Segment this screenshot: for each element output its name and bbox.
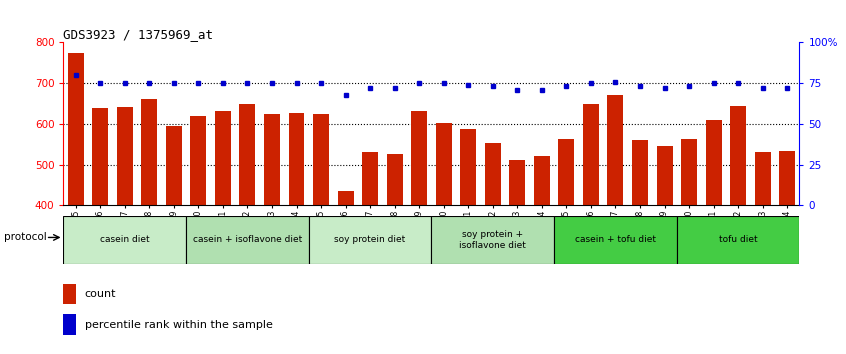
Bar [681, 139, 697, 354]
Bar [632, 140, 648, 354]
Bar [436, 123, 452, 354]
Text: percentile rank within the sample: percentile rank within the sample [85, 320, 272, 330]
Bar [362, 152, 378, 354]
Text: soy protein diet: soy protein diet [334, 235, 406, 244]
Text: count: count [85, 289, 116, 299]
Bar [141, 99, 157, 354]
Bar [706, 120, 722, 354]
Bar [509, 160, 525, 354]
Bar [63, 216, 186, 264]
Text: casein + tofu diet: casein + tofu diet [575, 235, 656, 244]
Bar [534, 156, 550, 354]
Bar [730, 105, 746, 354]
Text: soy protein +
isoflavone diet: soy protein + isoflavone diet [459, 230, 526, 250]
Bar [677, 216, 799, 264]
Bar [68, 53, 84, 354]
Bar [779, 151, 795, 354]
Text: tofu diet: tofu diet [719, 235, 757, 244]
Text: GDS3923 / 1375969_at: GDS3923 / 1375969_at [63, 28, 213, 41]
Bar [186, 216, 309, 264]
Bar [117, 107, 133, 354]
Bar [63, 284, 76, 304]
Bar [431, 216, 554, 264]
Text: casein + isoflavone diet: casein + isoflavone diet [193, 235, 302, 244]
Bar [63, 314, 76, 335]
Bar [313, 114, 329, 354]
Bar [656, 146, 673, 354]
Bar [288, 113, 305, 354]
Bar [239, 104, 255, 354]
Bar [755, 152, 771, 354]
Bar [215, 111, 231, 354]
Bar [411, 111, 427, 354]
Bar [166, 126, 182, 354]
Bar [338, 191, 354, 354]
Text: protocol: protocol [4, 233, 47, 242]
Bar [309, 216, 431, 264]
Bar [607, 95, 624, 354]
Bar [387, 154, 403, 354]
Bar [554, 216, 677, 264]
Bar [190, 116, 206, 354]
Bar [583, 104, 599, 354]
Bar [92, 108, 108, 354]
Bar [485, 143, 501, 354]
Text: casein diet: casein diet [100, 235, 150, 244]
Bar [558, 139, 574, 354]
Bar [264, 114, 280, 354]
Bar [460, 129, 476, 354]
